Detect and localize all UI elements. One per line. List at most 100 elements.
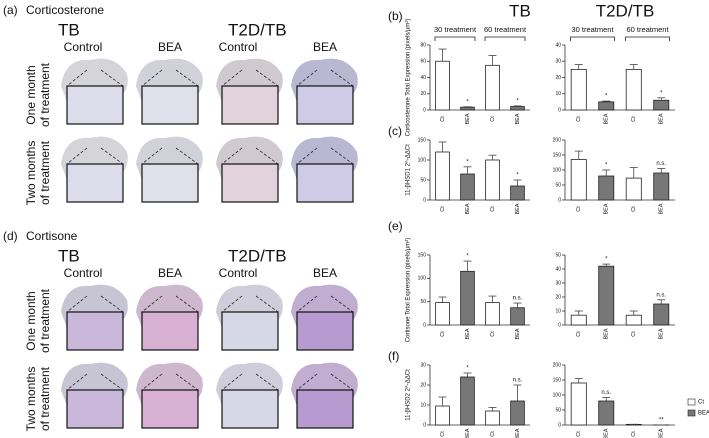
row-label: One month xyxy=(24,291,38,350)
x-tick-label: BEA xyxy=(604,428,610,438)
x-tick-label: Ct xyxy=(490,116,496,122)
y-tick-label: 20 xyxy=(555,294,561,300)
significance: n.s. xyxy=(656,161,666,167)
column-label: Control xyxy=(64,40,103,54)
zoom-line xyxy=(221,69,243,87)
zoom-line xyxy=(66,373,88,391)
group-label: 30 treatment xyxy=(434,25,477,34)
zoom-line xyxy=(330,69,354,87)
y-tick-label: 40 xyxy=(555,42,561,48)
zoom-line xyxy=(100,373,124,391)
zoom-inset xyxy=(296,311,354,351)
zoom-inset xyxy=(141,311,199,351)
x-tick-label: Ct xyxy=(631,116,637,122)
zoom-inset xyxy=(141,389,199,429)
x-tick-label: BEA xyxy=(465,113,471,124)
panel-letter: (e) xyxy=(388,219,403,233)
x-tick-label: Ct xyxy=(576,331,582,337)
zoom-line xyxy=(175,295,199,313)
group-header: TB xyxy=(58,20,80,39)
legend-label: BEA xyxy=(698,411,709,417)
y-tick-label: 100 xyxy=(553,392,562,398)
y-tick-label: 10 xyxy=(420,402,426,408)
bar xyxy=(570,159,587,201)
zoom-inset xyxy=(66,163,124,203)
x-tick-label: BEA xyxy=(604,203,610,214)
significance: n.s. xyxy=(513,378,523,384)
bar xyxy=(598,265,615,326)
x-tick-label: Ct xyxy=(440,116,446,122)
y-tick-label: 10 xyxy=(555,308,561,314)
legend-swatch xyxy=(687,409,696,417)
y-tick-label: 0 xyxy=(423,197,426,203)
zoom-line xyxy=(221,295,243,313)
x-tick-label: BEA xyxy=(659,328,665,339)
y-tick-label: 20 xyxy=(420,382,426,388)
y-tick-label: 0 xyxy=(423,322,426,328)
zoom-inset xyxy=(66,311,124,351)
y-tick-label: 150 xyxy=(553,152,562,158)
bar xyxy=(598,400,615,426)
significance: * xyxy=(516,99,519,105)
y-tick-label: 0 xyxy=(423,107,426,113)
bar xyxy=(510,307,525,326)
row-label: of treatment xyxy=(38,288,52,353)
x-tick-label: Ct xyxy=(490,431,496,437)
y-tick-label: 0 xyxy=(558,107,561,113)
column-label: BEA xyxy=(313,40,337,54)
zoom-line xyxy=(175,69,199,87)
significance: ** xyxy=(659,417,664,423)
legend-swatch xyxy=(687,398,696,406)
bar xyxy=(435,60,450,111)
y-tick-label: 50 xyxy=(420,177,426,183)
zoom-line xyxy=(221,147,243,165)
x-tick-label: Ct xyxy=(490,206,496,212)
x-tick-label: BEA xyxy=(465,428,471,438)
x-tick-label: BEA xyxy=(465,203,471,214)
zoom-line xyxy=(296,295,318,313)
zoom-line xyxy=(141,373,163,391)
y-tick-label: 150 xyxy=(418,137,427,143)
y-tick-label: 100 xyxy=(553,167,562,173)
column-label: Control xyxy=(219,40,258,54)
group-bracket xyxy=(434,36,476,41)
column-label: BEA xyxy=(158,266,182,280)
row-label: of treatment xyxy=(38,140,52,205)
chart-header: TB xyxy=(509,1,531,20)
zoom-line xyxy=(141,295,163,313)
y-tick-label: 40 xyxy=(420,75,426,81)
x-tick-label: BEA xyxy=(515,328,521,339)
significance: * xyxy=(605,163,608,169)
zoom-line xyxy=(330,147,354,165)
zoom-line xyxy=(296,147,318,165)
x-tick-label: BEA xyxy=(659,113,665,124)
significance: n.s. xyxy=(601,390,611,396)
zoom-inset xyxy=(141,163,199,203)
x-tick-label: Ct xyxy=(576,116,582,122)
column-label: BEA xyxy=(158,40,182,54)
row-label: of treatment xyxy=(38,366,52,431)
x-tick-label: BEA xyxy=(659,428,665,438)
y-tick-label: 50 xyxy=(555,252,561,258)
x-tick-label: Ct xyxy=(440,431,446,437)
bar xyxy=(460,106,475,111)
row-label: Two months xyxy=(24,367,38,432)
bar xyxy=(485,159,500,201)
x-tick-label: Ct xyxy=(631,206,637,212)
zoom-line xyxy=(66,295,88,313)
significance: * xyxy=(660,90,663,96)
y-tick-label: 20 xyxy=(555,75,561,81)
y-axis-label: 11-βHSD2 2^-ΔΔCt xyxy=(406,369,412,421)
bar xyxy=(485,410,500,426)
zoom-line xyxy=(66,147,88,165)
bar xyxy=(598,175,615,201)
x-tick-label: BEA xyxy=(659,203,665,214)
zoom-line xyxy=(66,69,88,87)
x-tick-label: Ct xyxy=(440,206,446,212)
zoom-inset xyxy=(66,85,124,125)
zoom-line xyxy=(175,373,199,391)
x-tick-label: Ct xyxy=(576,206,582,212)
y-tick-label: 0 xyxy=(423,422,426,428)
panel-title: Cortisone xyxy=(26,229,78,243)
